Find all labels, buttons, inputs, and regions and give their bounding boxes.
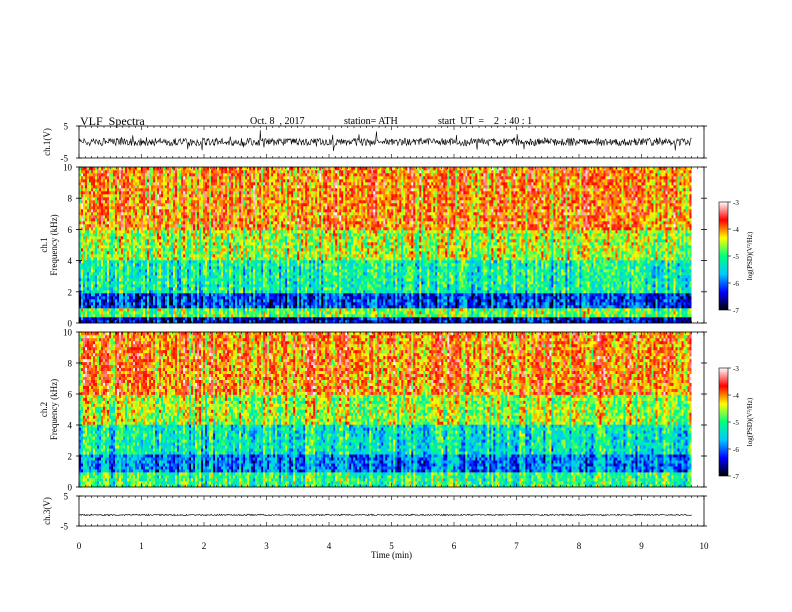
panel-frame	[79, 496, 704, 526]
colorbar-tick-label: -6	[733, 280, 739, 288]
colorbar-tick-label: -7	[733, 473, 739, 481]
x-tick-label: 4	[327, 541, 332, 551]
y-tick-label: 4	[68, 256, 73, 266]
colorbar-tick-label: -4	[733, 392, 739, 400]
y-tick-label: 2	[68, 452, 73, 462]
y-tick-label: 8	[68, 194, 73, 204]
y-axis-label: ch.1	[39, 237, 49, 252]
y-axis-label: ch.3(V)	[42, 497, 52, 525]
y-axis-label: ch.2	[39, 402, 49, 417]
y-tick-label: 5	[64, 492, 69, 502]
spectrogram-2	[79, 167, 704, 323]
x-tick-label: 7	[514, 541, 519, 551]
waveform-trace	[79, 514, 692, 516]
x-tick-label: 0	[77, 541, 82, 551]
y-tick-label: 4	[68, 421, 73, 431]
colorbar-label: log(PSD)(V²/Hz)	[746, 397, 754, 446]
colorbar-tick-label: -3	[733, 199, 739, 207]
y-axis-label: Frequency (kHz)	[49, 379, 59, 440]
waveform-trace	[79, 130, 692, 151]
y-axis-label: Frequency (kHz)	[49, 214, 59, 275]
colorbar-tick-label: -5	[733, 419, 739, 427]
colorbar-tick-label: -5	[733, 253, 739, 261]
x-tick-label: 2	[202, 541, 207, 551]
x-tick-label: 3	[264, 541, 269, 551]
y-tick-label: 5	[64, 122, 69, 132]
colorbar	[719, 368, 728, 476]
colorbar-label: log(PSD)(V²/Hz)	[746, 231, 754, 280]
spectrogram-3	[79, 332, 704, 487]
x-tick-label: 9	[639, 541, 644, 551]
x-tick-label: 10	[700, 541, 710, 551]
y-tick-label: 10	[63, 328, 73, 338]
panel-frame	[79, 126, 704, 158]
x-tick-label: 8	[577, 541, 582, 551]
x-tick-label: 6	[452, 541, 457, 551]
colorbar	[719, 202, 728, 310]
colorbar-tick-label: -4	[733, 226, 739, 234]
y-tick-label: 10	[63, 163, 73, 173]
x-tick-label: 1	[139, 541, 144, 551]
y-tick-label: -5	[61, 522, 69, 532]
colorbar-tick-label: -3	[733, 365, 739, 373]
y-tick-label: 6	[68, 390, 73, 400]
y-tick-label: 8	[68, 359, 73, 369]
y-tick-label: 0	[68, 483, 73, 493]
y-axis-label: ch.1(V)	[42, 128, 52, 156]
colorbar-tick-label: -7	[733, 307, 739, 315]
y-tick-label: 2	[68, 287, 73, 297]
colorbar-tick-label: -6	[733, 446, 739, 454]
y-tick-label: 6	[68, 225, 73, 235]
x-axis-label: Time (min)	[371, 550, 412, 560]
